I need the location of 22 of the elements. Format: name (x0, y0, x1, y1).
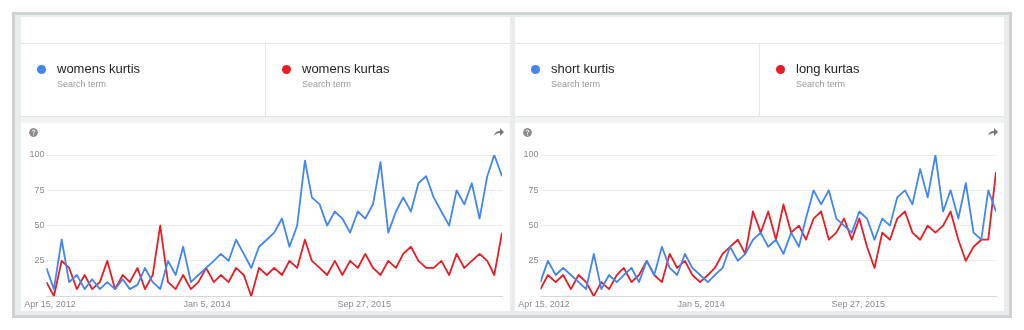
legend-label: short kurtis (551, 61, 616, 76)
x-tick-label: Sep 27, 2015 (831, 299, 886, 310)
y-tick-label: 75 (34, 184, 45, 195)
legend-label: womens kurtas (302, 61, 391, 76)
x-tick-label: Jan 5, 2014 (677, 299, 725, 310)
y-tick-label: 100 (29, 149, 45, 160)
x-tick-label: Sep 27, 2015 (337, 299, 392, 310)
text: Search term (302, 79, 353, 89)
legend-label: womens kurtis (57, 61, 142, 76)
x-tick-label: Apr 15, 2012 (518, 299, 570, 310)
y-tick-label: 50 (34, 220, 45, 231)
text: Search term (57, 79, 108, 89)
legend-label: long kurtas (796, 61, 861, 76)
y-tick-label: 50 (528, 220, 539, 231)
x-tick-label: Apr 15, 2012 (24, 299, 76, 310)
text: Search term (796, 79, 847, 89)
y-tick-label: 25 (34, 255, 45, 266)
text: Search term (551, 79, 602, 89)
y-tick-label: 100 (523, 149, 539, 160)
y-tick-label: 25 (528, 255, 539, 266)
y-tick-label: 75 (528, 184, 539, 195)
x-tick-label: Jan 5, 2014 (183, 299, 231, 310)
